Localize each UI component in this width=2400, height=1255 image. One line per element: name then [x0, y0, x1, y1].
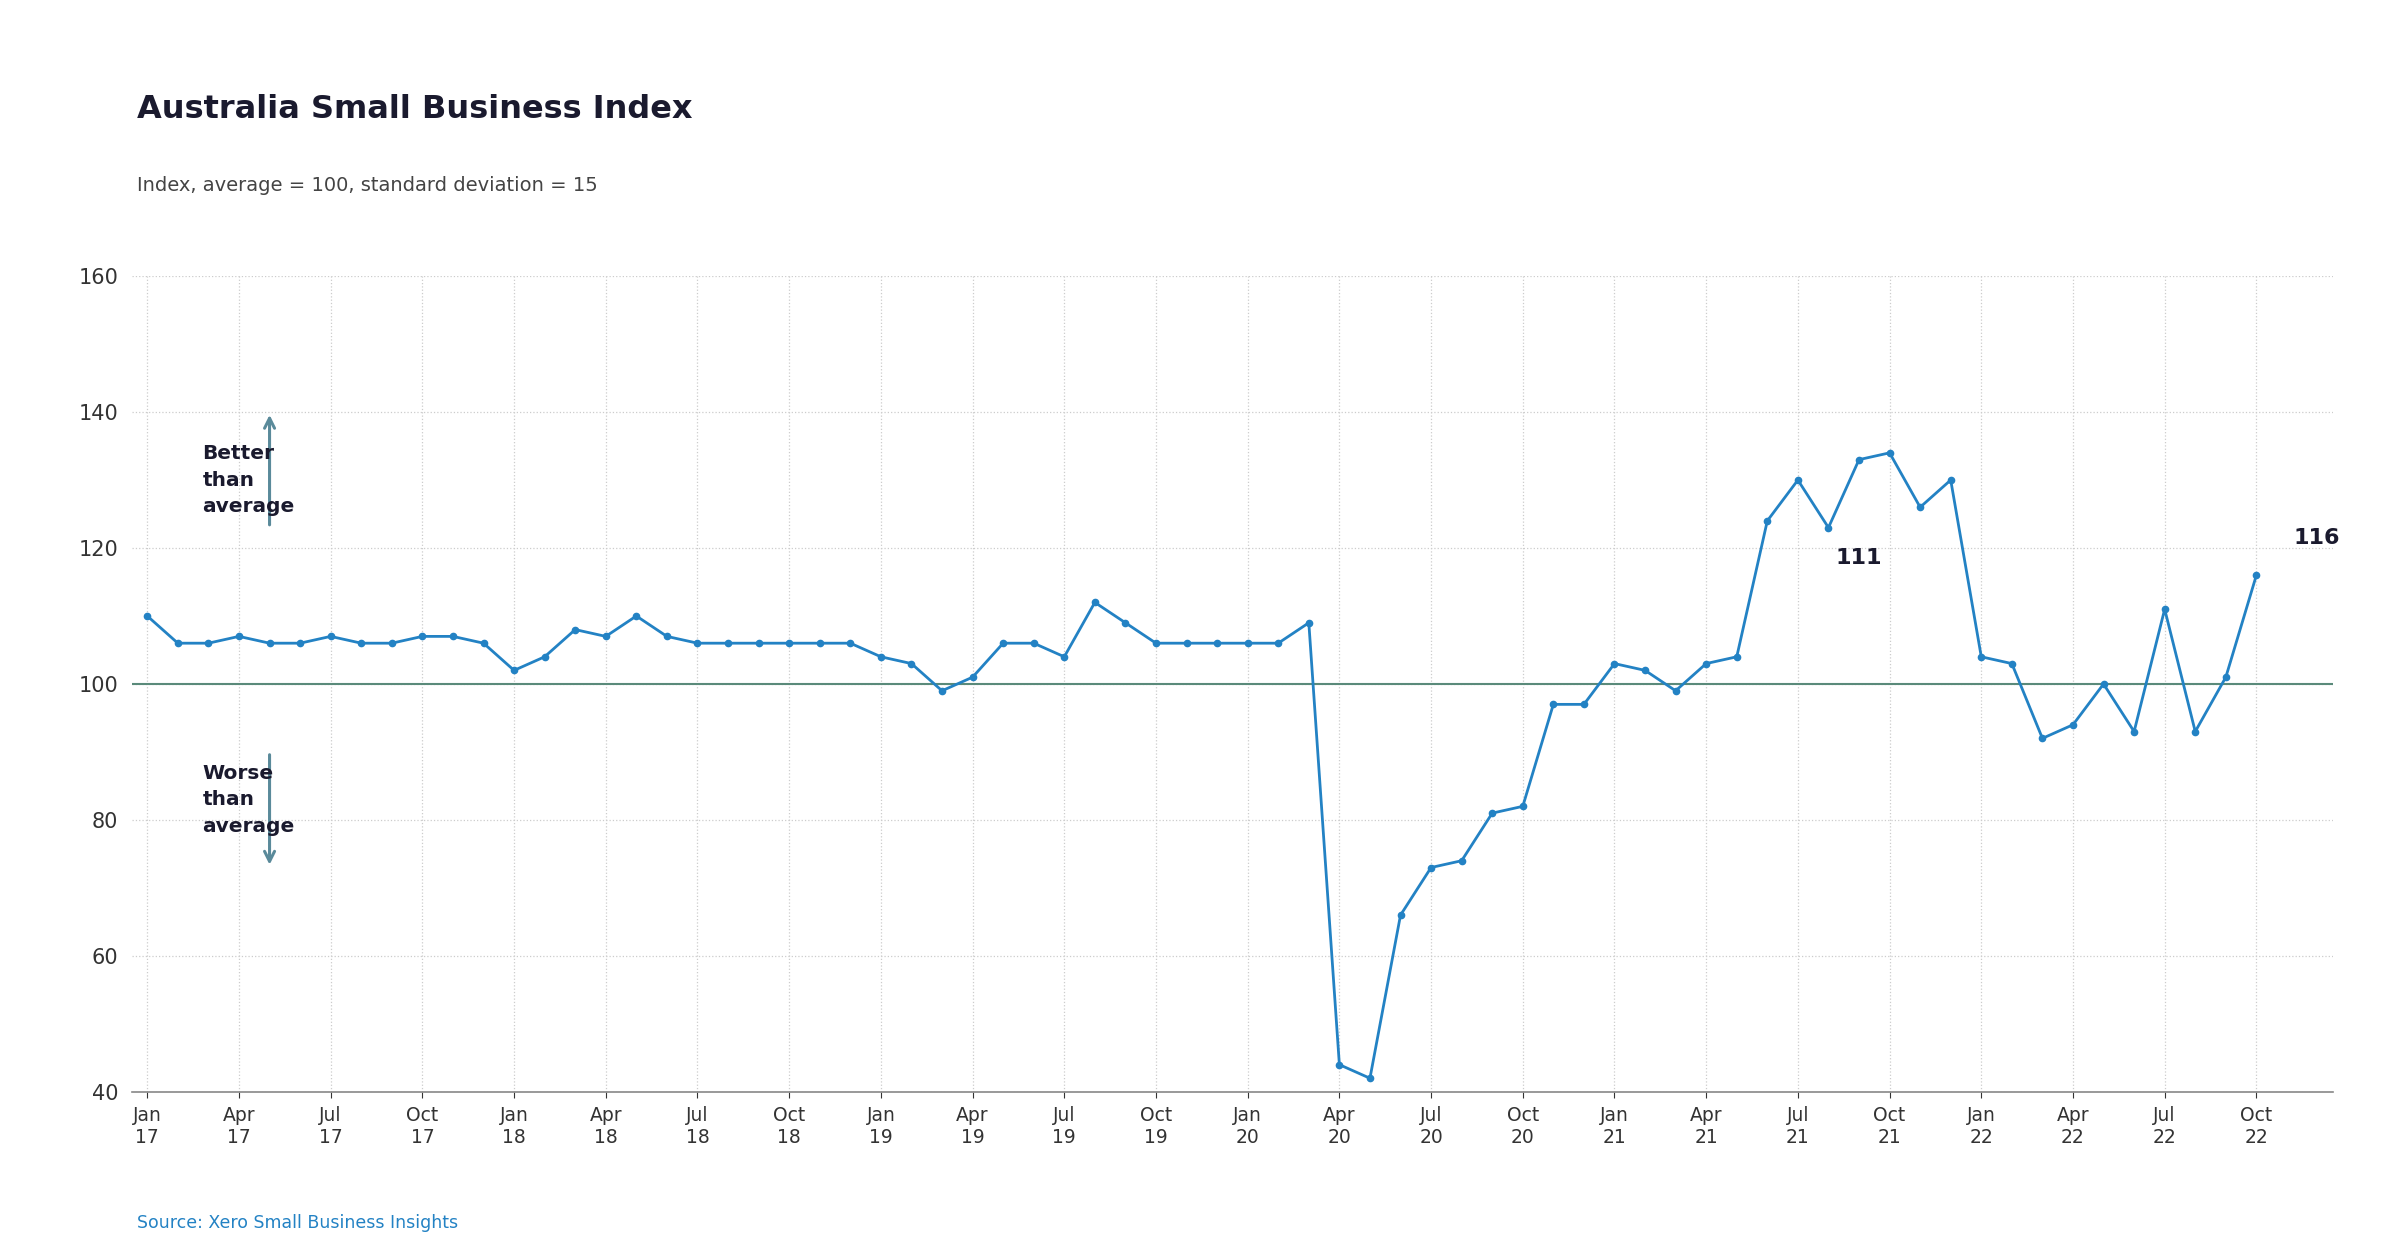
Text: Source: Xero Small Business Insights: Source: Xero Small Business Insights [137, 1215, 458, 1232]
Text: Australia Small Business Index: Australia Small Business Index [137, 94, 691, 126]
Text: 116: 116 [2292, 528, 2340, 548]
Text: 111: 111 [1836, 548, 1882, 569]
Text: Worse
than
average: Worse than average [202, 763, 295, 836]
Text: Index, average = 100, standard deviation = 15: Index, average = 100, standard deviation… [137, 176, 598, 195]
Text: Better
than
average: Better than average [202, 444, 295, 516]
